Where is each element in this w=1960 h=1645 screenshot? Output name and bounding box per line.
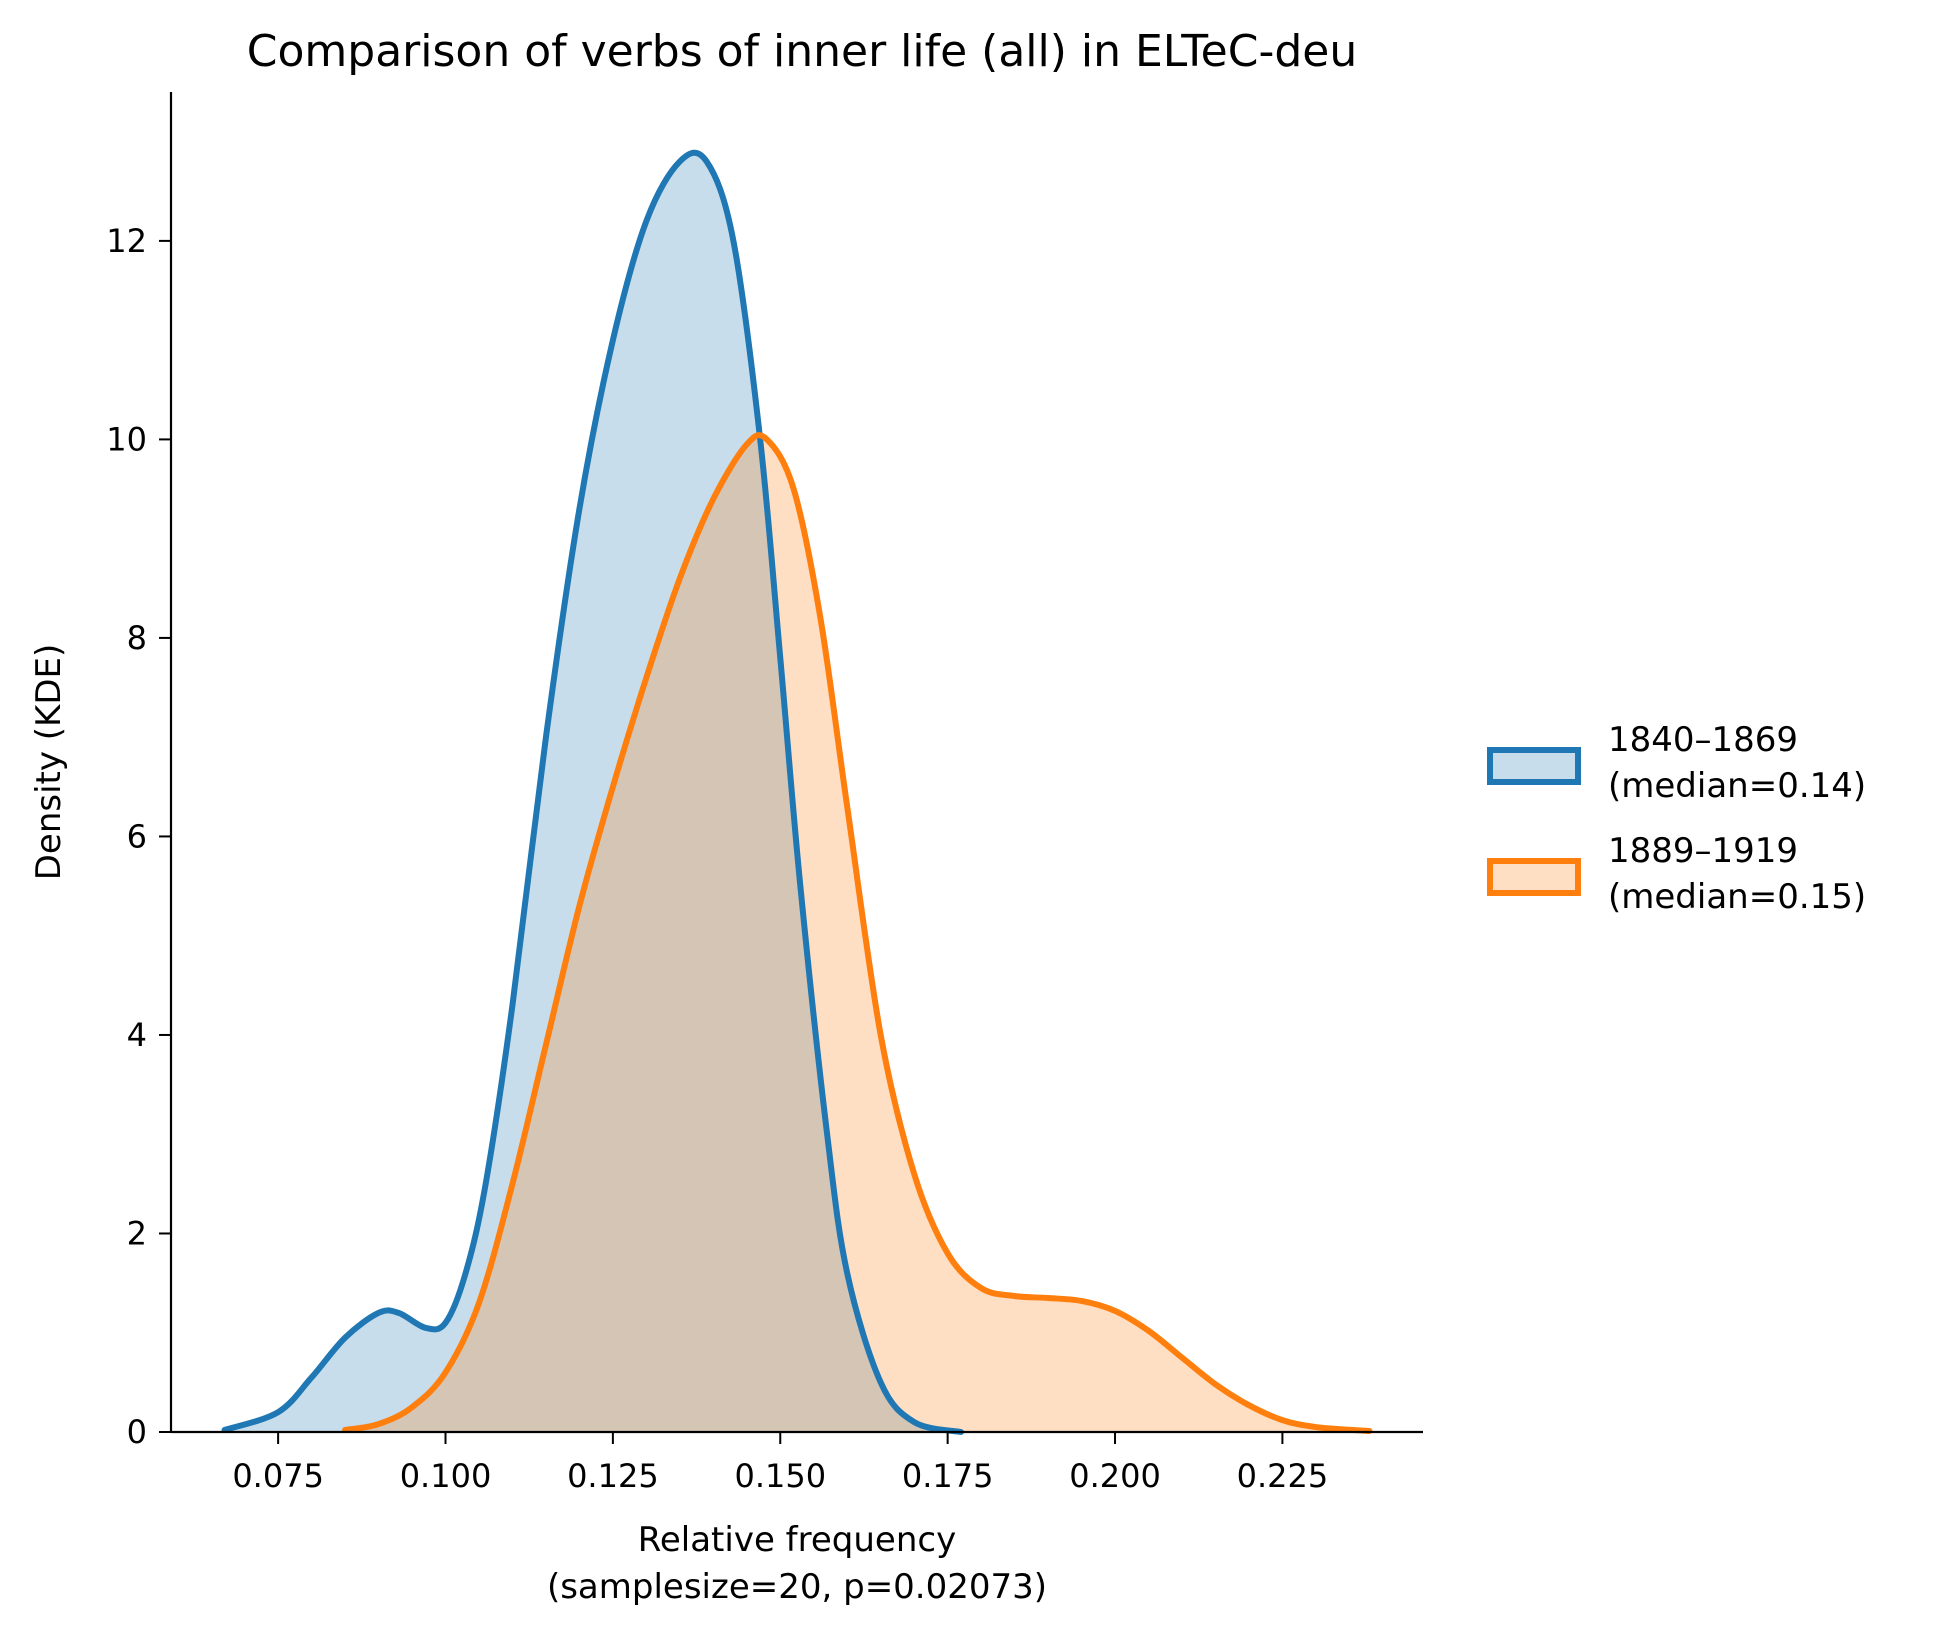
x-tick-label: 0.225 [1237,1457,1329,1495]
legend: 1840–1869 (median=0.14) 1889–1919 (media… [1487,720,1866,917]
x-ticks: 0.075 0.100 0.125 0.150 0.175 0.200 0.225 [232,1432,1328,1495]
y-tick-label: 4 [127,1016,147,1054]
density-line-series-1 [221,149,965,1435]
density-line-series-2 [342,432,1373,1435]
x-tick-label: 0.175 [902,1457,994,1495]
chart-title: Comparison of verbs of inner life (all) … [247,26,1357,77]
x-axis-sublabel: (samplesize=20, p=0.02073) [547,1567,1047,1607]
y-ticks: 0 2 4 6 8 10 12 [106,222,171,1451]
y-tick-label: 0 [127,1413,147,1451]
legend-swatch-series-2 [1487,858,1581,896]
x-tick-label: 0.075 [232,1457,324,1495]
legend-swatch-series-1 [1487,747,1581,785]
density-area-series-1 [224,152,962,1432]
y-axis-label: Density (KDE) [29,644,69,881]
y-tick-label: 8 [127,619,147,657]
x-tick-label: 0.100 [400,1457,492,1495]
x-tick-label: 0.200 [1069,1457,1161,1495]
y-tick-label: 6 [127,817,147,855]
y-tick-label: 10 [106,420,147,458]
legend-label-series-2-line-1: 1889–1919 [1608,831,1798,871]
x-axis-label: Relative frequency [638,1520,956,1560]
density-areas [224,152,1370,1432]
y-tick-label: 2 [127,1214,147,1252]
x-tick-label: 0.125 [567,1457,659,1495]
y-tick-label: 12 [106,222,147,260]
density-lines [221,149,1373,1435]
legend-label-series-2-line-2: (median=0.15) [1608,877,1866,917]
x-tick-label: 0.150 [734,1457,826,1495]
legend-label-series-1-line-2: (median=0.14) [1608,766,1866,806]
density-area-series-2 [345,435,1370,1432]
legend-label-series-1-line-1: 1840–1869 [1608,720,1798,760]
axes [169,92,1423,1434]
